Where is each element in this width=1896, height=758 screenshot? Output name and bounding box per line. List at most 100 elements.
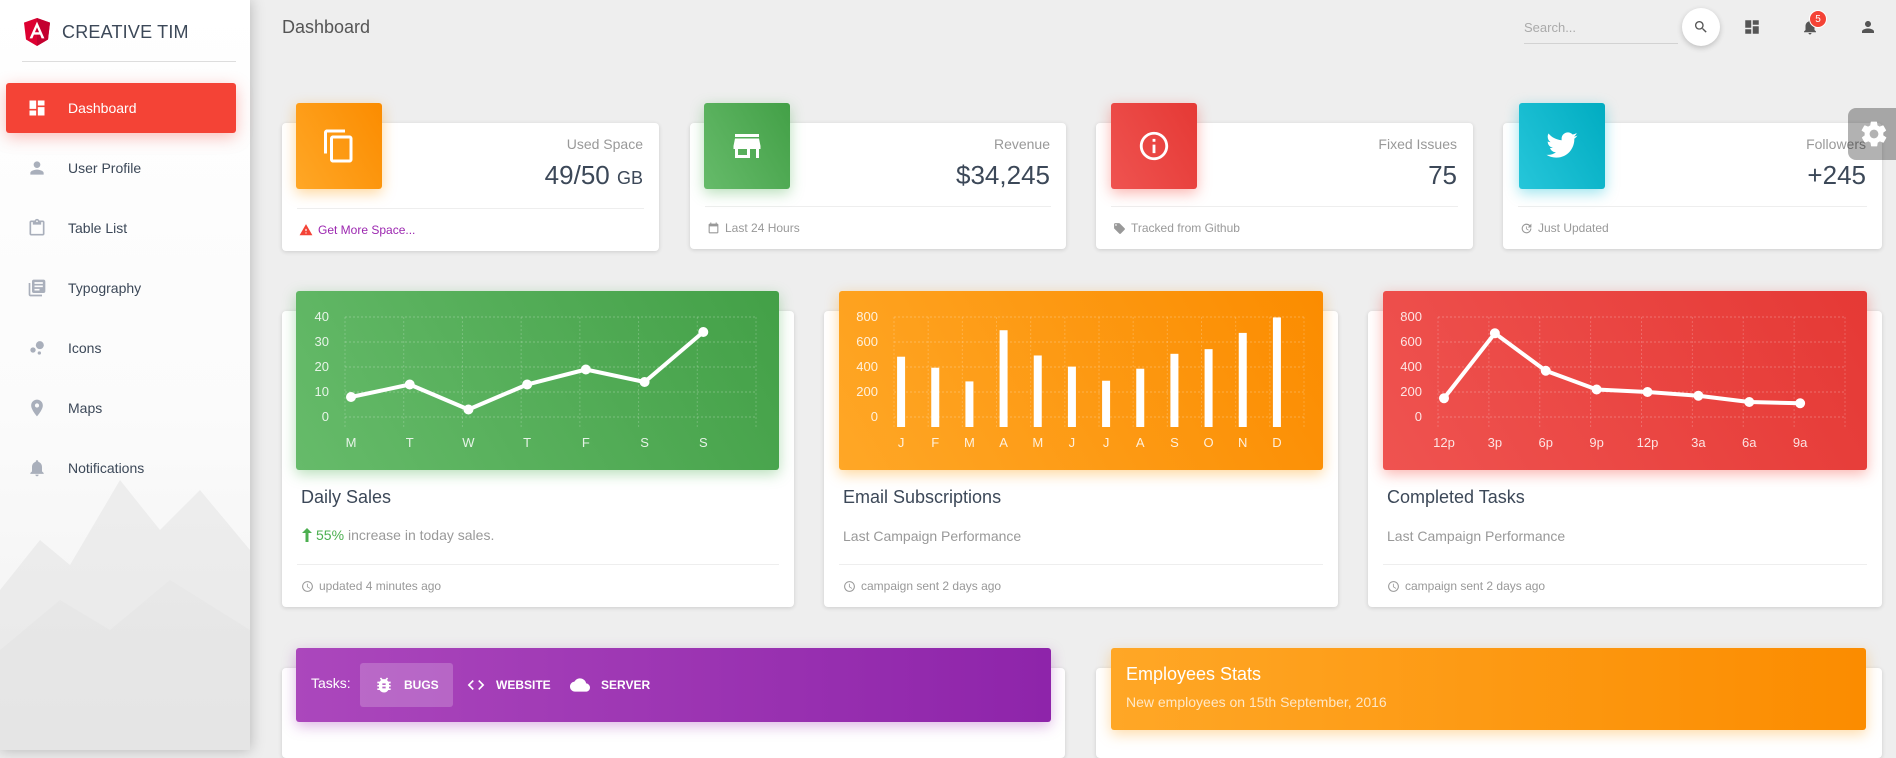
notification-count-badge: 5 (1809, 10, 1827, 28)
tasks-label: Tasks: (311, 675, 351, 691)
tab-label: WEBSITE (496, 678, 551, 692)
data-point (1540, 365, 1551, 376)
warning-icon (299, 224, 313, 236)
settings-toggle-button[interactable] (1848, 108, 1896, 160)
stat-footer: Tracked from Github (1113, 221, 1240, 235)
info-icon (1139, 131, 1169, 161)
tab-label: SERVER (601, 678, 651, 692)
stat-divider (1518, 206, 1867, 207)
clock-icon (302, 580, 313, 592)
card-divider (297, 564, 779, 565)
completed-tasks-chart: 0 200 400 600 800 12p 3p 6p 9p 12p 3a 6a 9a (1383, 291, 1867, 470)
card-category: Last Campaign Performance (843, 528, 1022, 544)
search-button[interactable] (1682, 8, 1720, 46)
person-icon (26, 157, 48, 179)
y-tick-label: 10 (315, 384, 329, 399)
stat-category: Followers (1806, 136, 1866, 152)
data-point (1795, 398, 1806, 409)
x-tick-label: S (640, 435, 649, 450)
data-point (580, 364, 591, 375)
sidebar-background-mountains (0, 480, 250, 750)
x-tick-label: M (964, 435, 975, 450)
search-field (1524, 14, 1678, 44)
sidebar-item-icons[interactable]: Icons (6, 323, 236, 373)
employees-stats-subtitle: New employees on 15th September, 2016 (1126, 694, 1387, 710)
sales-increase-percent: 55% (316, 527, 345, 543)
x-tick-label: 6p (1539, 435, 1553, 450)
dashboard-icon (1745, 20, 1759, 34)
x-tick-label: F (931, 435, 939, 450)
stat-footer-text: Last 24 Hours (725, 221, 800, 235)
stat-footer: Last 24 Hours (707, 221, 800, 235)
sidebar-item-user-profile[interactable]: User Profile (6, 143, 236, 193)
stat-footer-text: Just Updated (1538, 221, 1609, 235)
sidebar-item-notifications[interactable]: Notifications (6, 443, 236, 493)
person-icon (1862, 21, 1874, 33)
stat-category: Revenue (993, 136, 1050, 152)
data-point (1642, 387, 1653, 397)
daily-sales-chart-svg: 0 10 20 30 40 M T W T F S S (315, 309, 757, 450)
tasks-card-header: Tasks: BUGS WEBSITE SERVER (296, 648, 1051, 722)
stat-divider (705, 206, 1051, 207)
x-tick-label: A (1136, 435, 1145, 450)
card-footer: updated 4 minutes ago (301, 579, 441, 593)
dashboard-icon (26, 97, 48, 119)
y-tick-label: 400 (856, 359, 878, 374)
stat-category: Used Space (566, 136, 643, 152)
bar (1067, 366, 1076, 427)
stat-category: Fixed Issues (1378, 136, 1457, 152)
completed-tasks-chart-svg: 0 200 400 600 800 12p 3p 6p 9p 12p 3a 6a 9a (1400, 309, 1846, 450)
x-tick-label: D (1272, 435, 1281, 450)
stat-icon-box (1111, 103, 1197, 189)
stat-value: +245 (1807, 160, 1866, 190)
bar (1136, 368, 1145, 427)
brand-logo[interactable]: CREATIVE TIM (24, 10, 189, 54)
sidebar: CREATIVE TIM Dashboard User Profile Tabl… (0, 0, 250, 750)
data-point (1693, 390, 1704, 401)
sidebar-item-dashboard[interactable]: Dashboard (6, 83, 236, 133)
angular-logo-icon (24, 18, 50, 46)
tab-website[interactable]: WEBSITE (452, 663, 565, 707)
dashboard-view-button[interactable] (1739, 14, 1765, 40)
bar (897, 356, 906, 427)
x-tick-label: W (462, 435, 475, 450)
bug-icon (377, 677, 391, 693)
y-tick-label: 0 (322, 409, 329, 424)
x-tick-label: 12p (1433, 435, 1455, 450)
card-footer-text: campaign sent 2 days ago (861, 579, 1002, 593)
get-more-space-link[interactable]: Get More Space... (318, 223, 416, 237)
location-pin-icon (26, 397, 48, 419)
y-tick-label: 600 (1400, 334, 1422, 349)
library-books-icon (26, 277, 48, 299)
sidebar-item-label: Typography (68, 280, 142, 296)
stat-value: 75 (1428, 160, 1457, 190)
tab-server[interactable]: SERVER (555, 663, 664, 707)
card-divider (839, 564, 1323, 565)
code-icon (467, 680, 485, 690)
stat-icon-box (1519, 103, 1605, 189)
data-point (1744, 397, 1755, 407)
x-tick-label: T (523, 435, 531, 450)
sidebar-divider (22, 61, 236, 62)
sidebar-item-table-list[interactable]: Table List (6, 203, 236, 253)
x-tick-label: M (1032, 435, 1043, 450)
employees-stats-header: Employees Stats New employees on 15th Se… (1111, 648, 1866, 730)
x-tick-label: 6a (1742, 435, 1757, 450)
sidebar-item-maps[interactable]: Maps (6, 383, 236, 433)
data-point (463, 404, 474, 415)
user-account-button[interactable] (1855, 14, 1881, 40)
tab-bugs[interactable]: BUGS (360, 663, 453, 707)
sidebar-item-typography[interactable]: Typography (6, 263, 236, 313)
x-tick-label: O (1204, 435, 1214, 450)
y-tick-label: 40 (315, 309, 329, 324)
stat-icon-box (296, 103, 382, 189)
email-subscriptions-chart-svg: 0 200 400 600 800 J F M A M J J A S O N D (856, 309, 1305, 450)
x-tick-label: M (346, 435, 357, 450)
sidebar-item-label: User Profile (68, 160, 142, 176)
stat-divider (1111, 206, 1458, 207)
sidebar-item-label: Dashboard (68, 100, 137, 116)
sidebar-item-label: Notifications (68, 460, 145, 476)
search-input[interactable] (1524, 14, 1674, 40)
card-title: Daily Sales (301, 487, 392, 507)
card-footer: campaign sent 2 days ago (1387, 579, 1545, 593)
